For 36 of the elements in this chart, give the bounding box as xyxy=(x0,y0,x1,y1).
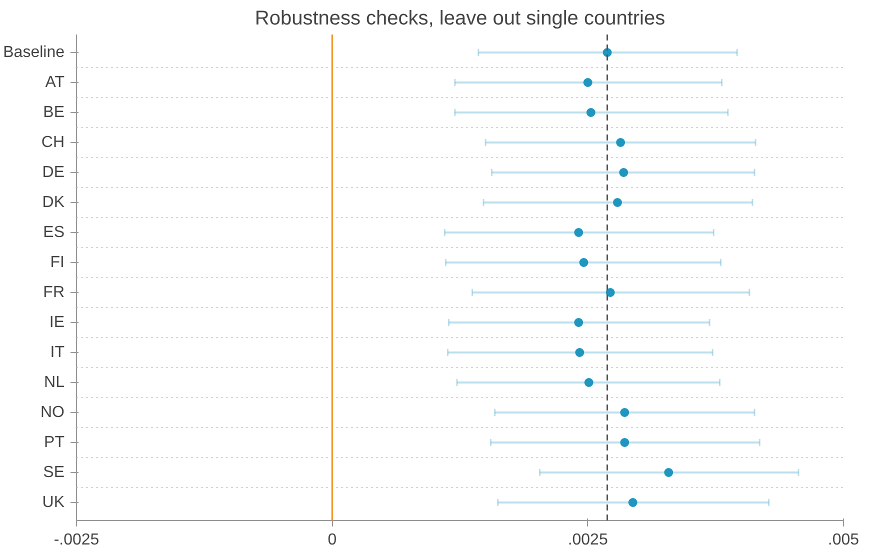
y-tick-label: FI xyxy=(50,254,64,271)
y-tick-label: IE xyxy=(49,314,65,331)
y-tick-label: AT xyxy=(45,74,65,91)
point xyxy=(606,288,615,297)
point xyxy=(584,378,594,387)
y-tick-label: SE xyxy=(43,464,64,481)
y-tick-label: PT xyxy=(44,434,65,451)
x-tick-label: .005 xyxy=(828,532,860,547)
y-tick-label: CH xyxy=(41,134,64,151)
point xyxy=(612,198,622,207)
chart-title: Robustness checks, leave out single countries xyxy=(254,8,666,30)
y-tick-label: FR xyxy=(43,284,64,301)
point xyxy=(616,138,626,147)
point xyxy=(586,108,596,117)
point xyxy=(574,228,584,237)
point xyxy=(579,258,588,267)
point xyxy=(574,318,584,327)
point xyxy=(620,438,630,447)
y-tick-label: BE xyxy=(43,104,64,121)
point xyxy=(664,468,674,477)
y-tick-label: IT xyxy=(50,344,65,361)
point xyxy=(628,498,638,507)
y-tick-label: Baseline xyxy=(3,44,65,61)
x-tick-label: .0025 xyxy=(568,532,608,547)
point xyxy=(583,78,592,87)
y-tick-label: UK xyxy=(42,494,65,511)
y-tick-label: NO xyxy=(40,404,64,421)
y-tick-label: DK xyxy=(42,194,65,211)
point xyxy=(575,348,584,357)
point xyxy=(620,408,630,417)
point xyxy=(619,168,628,177)
x-tick-label: 0 xyxy=(328,532,337,547)
x-tick-label: -.0025 xyxy=(54,532,100,547)
y-tick-label: ES xyxy=(43,224,64,241)
y-tick-label: DE xyxy=(42,164,65,181)
y-tick-label: NL xyxy=(44,374,65,391)
